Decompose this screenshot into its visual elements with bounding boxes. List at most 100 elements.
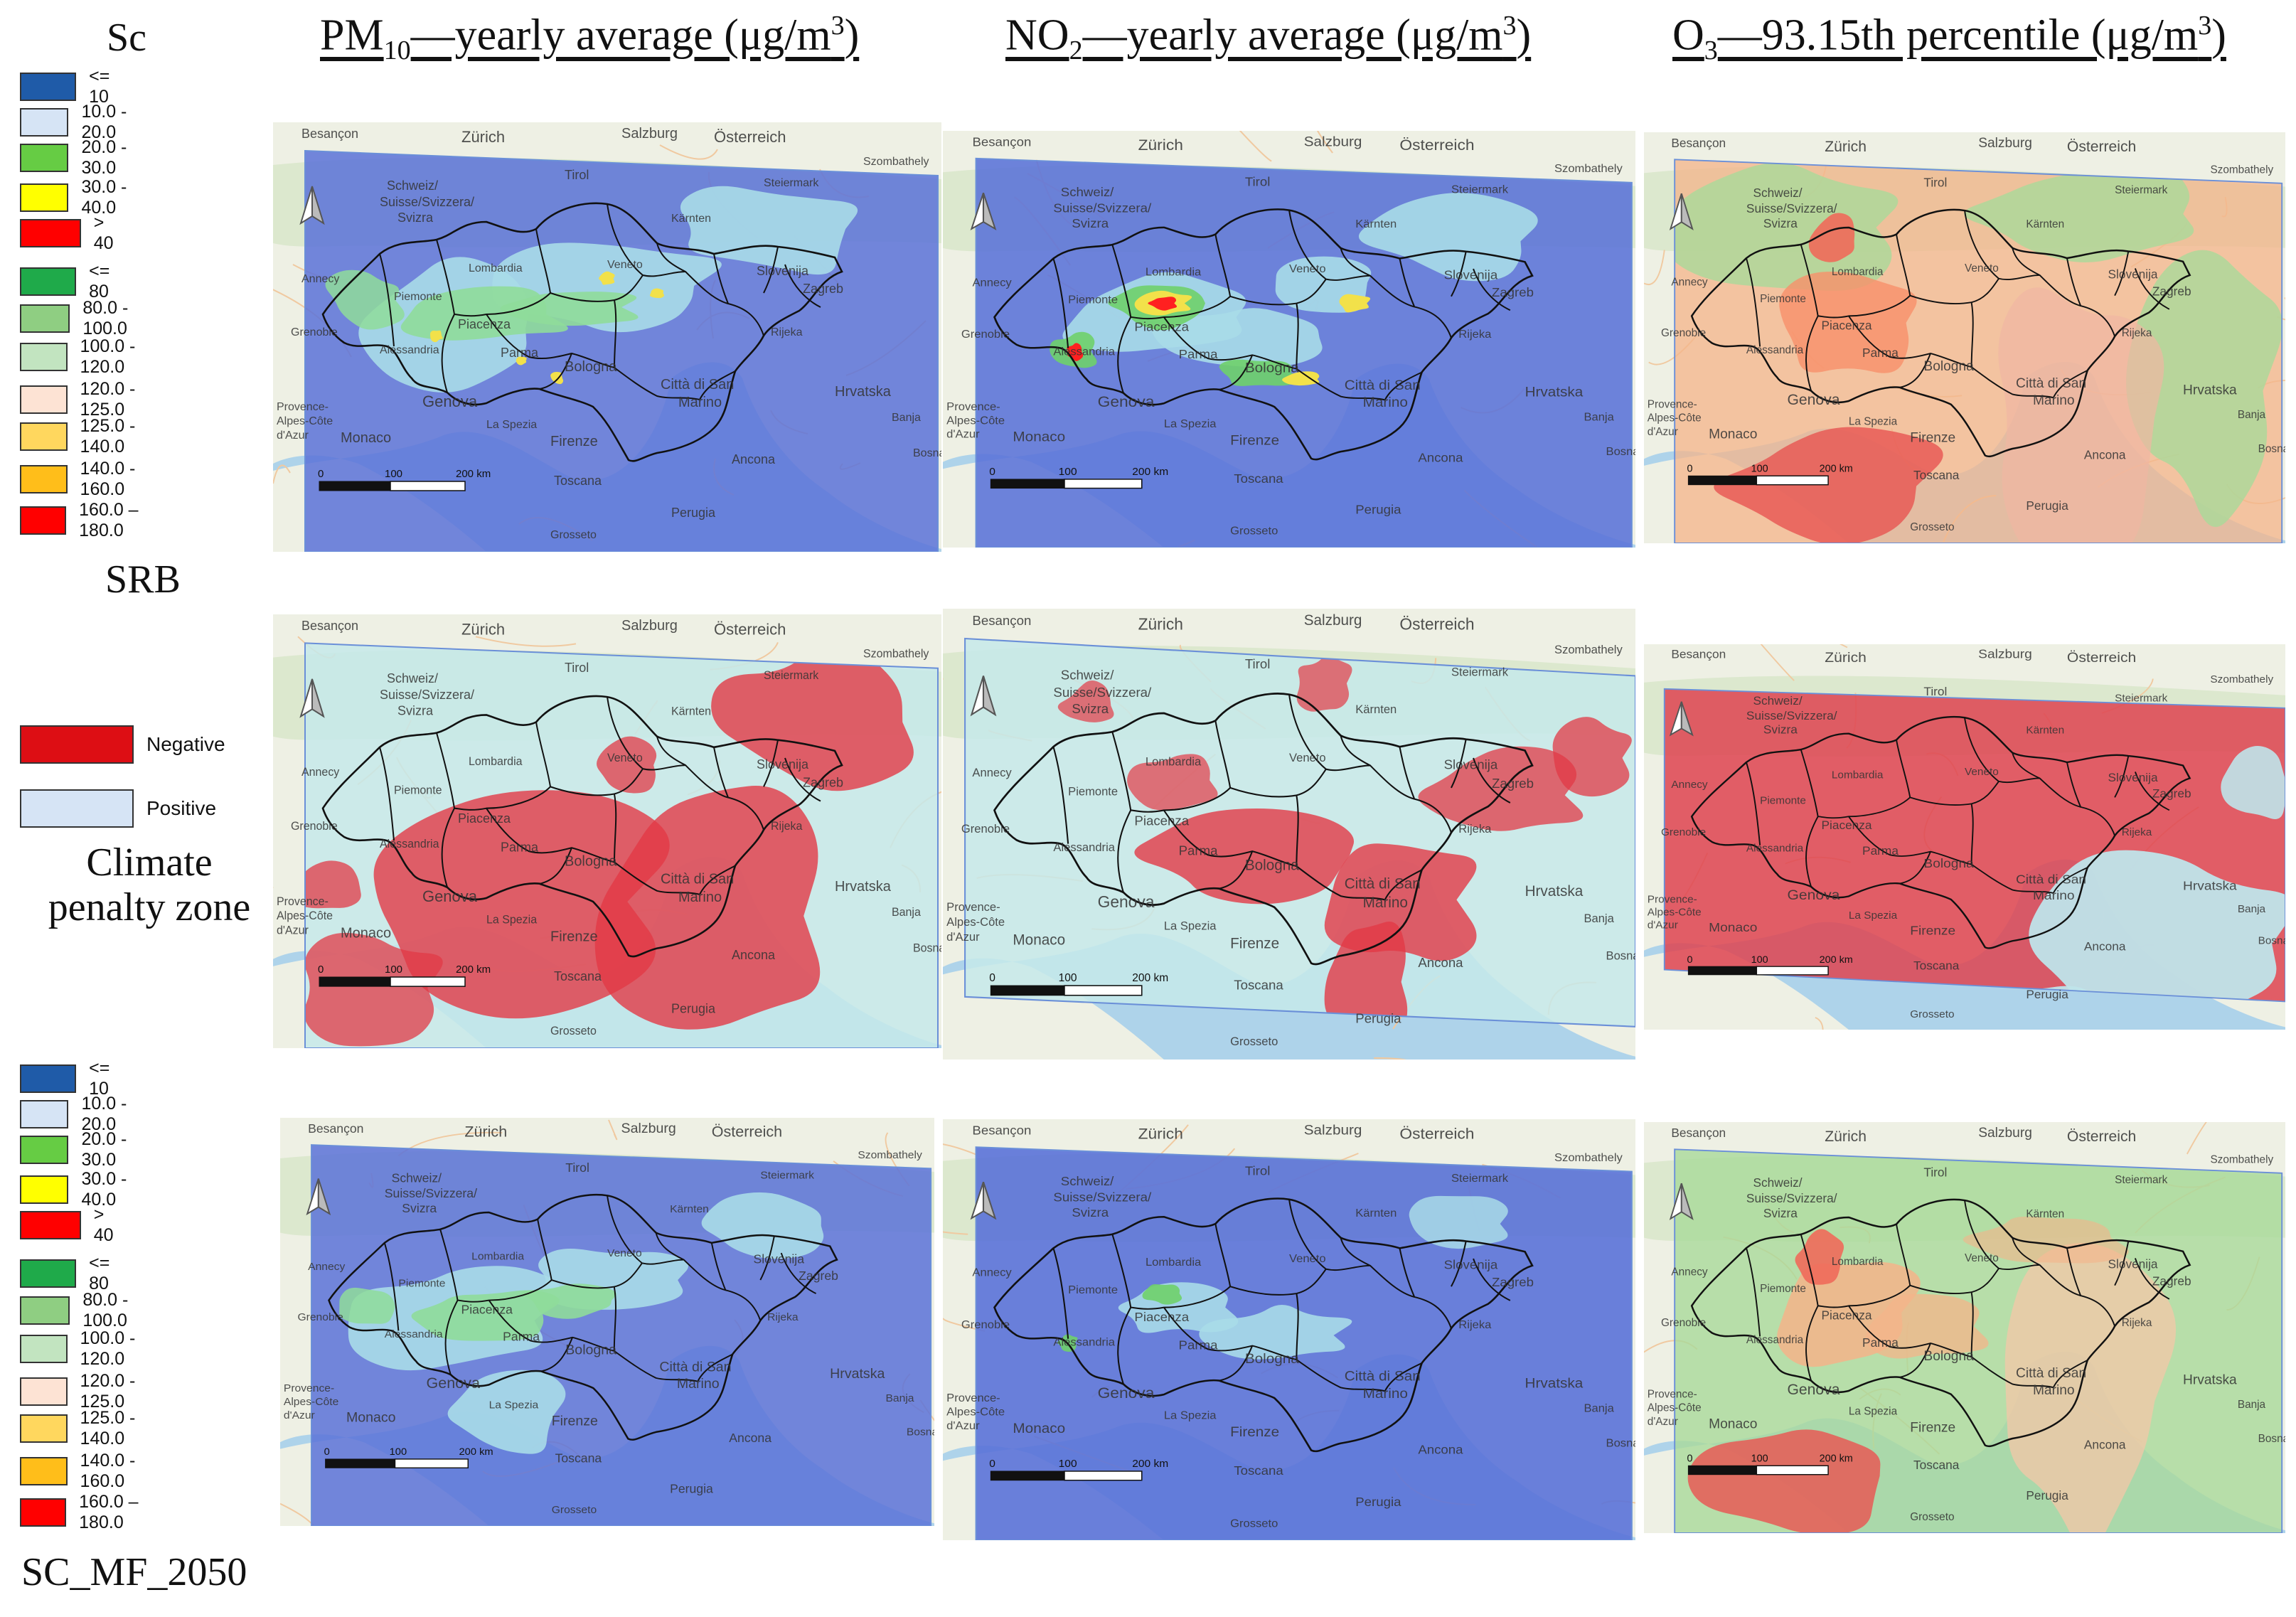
map-label: Ancona xyxy=(2084,447,2126,461)
region-border xyxy=(1746,762,1761,845)
map-label: Bosna xyxy=(2258,936,2285,946)
map-label: Bologna xyxy=(1245,1352,1300,1367)
map-label: Toscana xyxy=(1234,471,1283,485)
map-label: Città di San xyxy=(1345,1369,1421,1384)
map-label: Piacenza xyxy=(1821,1308,1871,1323)
scale-bar: 0 100 200 km xyxy=(989,972,1168,996)
pollutant-subscript: 10 xyxy=(383,36,411,66)
legend-swatch xyxy=(20,1259,77,1288)
map-label: Genova xyxy=(1788,392,1840,408)
title-end: ) xyxy=(2211,11,2226,60)
map-label: Svizra xyxy=(1763,216,1798,230)
map-label: Toscana xyxy=(1234,977,1283,992)
legend-swatch xyxy=(20,1457,68,1485)
column-title-no2: NO2—yearly average (μg/m3) xyxy=(1005,10,1531,66)
region-border xyxy=(1052,1248,1069,1339)
overlay-zone xyxy=(1057,681,1114,722)
map-label: Bologna xyxy=(1923,359,1974,374)
map-label: Salzburg xyxy=(621,126,678,142)
region-border xyxy=(710,1242,762,1321)
region-border xyxy=(2052,867,2088,894)
legend-swatch xyxy=(20,1498,67,1527)
map-label: Alpes-Côte xyxy=(946,1406,1005,1418)
map-svg: Zürich Salzburg Österreich Besançon Schweiz/… xyxy=(1644,1122,2285,1533)
map-label: Salzburg xyxy=(1304,612,1362,629)
row-label-sc-mf-2050: SC_MF_2050 xyxy=(21,1550,247,1594)
legend-item: 140.0 - 160.0 xyxy=(20,459,149,499)
map-label: Perugia xyxy=(670,1482,713,1496)
map-label: Hrvatska xyxy=(1525,1376,1584,1391)
scale-label: 100 xyxy=(1751,954,1768,964)
scale-label: 0 xyxy=(1687,954,1692,964)
region-border xyxy=(699,370,736,400)
overlay-zone xyxy=(1142,1284,1182,1305)
map-label: Zagreb xyxy=(803,282,843,296)
map-srb-o3: Zürich Salzburg Österreich Besançon Schweiz/… xyxy=(1644,644,2285,1030)
map-label: Perugia xyxy=(671,1001,716,1015)
scale-label: 200 km xyxy=(1132,466,1168,478)
region-border xyxy=(1296,795,1385,901)
map-label: La Spezia xyxy=(486,419,537,431)
legend-item: 160.0 – 180.0 xyxy=(20,1492,149,1532)
region-border xyxy=(1163,316,1297,370)
map-label: Alpes-Côte xyxy=(1648,1402,1702,1414)
map-label: Grenoble xyxy=(291,326,338,338)
map-label: Steiermark xyxy=(764,177,819,189)
map-label: Steiermark xyxy=(1451,665,1509,678)
map-label: Zürich xyxy=(1138,137,1183,154)
region-border xyxy=(454,722,552,811)
map-label: d'Azur xyxy=(277,924,309,936)
map-label: Suisse/Svizzera/ xyxy=(380,195,474,209)
legend-item: 100.0 - 120.0 xyxy=(20,1328,149,1369)
overlay-zone xyxy=(1808,213,1855,262)
map-label: Rijeka xyxy=(1458,1318,1491,1330)
map-label: Genova xyxy=(1788,888,1841,903)
map-label: Hrvatska xyxy=(1525,385,1584,400)
map-label: Parma xyxy=(1862,845,1899,858)
map-label: Grenoble xyxy=(1661,327,1706,339)
basemap-road xyxy=(1760,644,1795,681)
region-border xyxy=(1909,278,1999,305)
map-label: Veneto xyxy=(607,1247,642,1259)
map-label: Szombathely xyxy=(1554,643,1623,656)
map-label: Piacenza xyxy=(1821,819,1872,832)
scale-label: 100 xyxy=(1059,466,1077,478)
legend-label: 125.0 - 140.0 xyxy=(80,416,136,457)
map-label: Szombathely xyxy=(863,648,929,661)
map-label: Österreich xyxy=(2067,651,2136,666)
map-label: Parma xyxy=(1862,346,1899,360)
region-border xyxy=(780,1252,817,1294)
region-border xyxy=(655,1232,726,1291)
map-label: La Spezia xyxy=(489,1399,539,1411)
domain-outline xyxy=(304,149,939,552)
map-label: Schweiz/ xyxy=(1061,668,1114,683)
label-line-1: Climate xyxy=(86,840,213,885)
region-border xyxy=(1451,251,1467,297)
region-border xyxy=(1848,315,1972,368)
map-label: Monaco xyxy=(1013,932,1065,948)
map-svg: Zürich Salzburg Österreich Besançon Schweiz/… xyxy=(273,122,941,552)
pollutant-subscript: 2 xyxy=(1069,36,1083,66)
map-label: Zürich xyxy=(461,620,505,638)
region-border xyxy=(1451,1241,1467,1287)
north-arrow-icon xyxy=(1669,193,1694,231)
scale-label: 200 km xyxy=(456,964,491,976)
overlay-zone xyxy=(2126,250,2282,527)
map-label: Piacenza xyxy=(1134,320,1190,333)
map-label: Suisse/Svizzera/ xyxy=(1746,201,1837,215)
map-label: Besançon xyxy=(972,1124,1031,1137)
overlay-zone xyxy=(599,271,615,285)
region-border xyxy=(784,264,821,308)
region-border xyxy=(1296,303,1385,401)
map-label: Hrvatska xyxy=(835,879,892,895)
pollutant-subscript: 3 xyxy=(1704,36,1718,66)
basemap-road xyxy=(273,464,291,484)
region-border xyxy=(1899,353,1931,388)
map-label: Schweiz/ xyxy=(1753,1175,1803,1190)
map-label: Slovenija xyxy=(1444,1258,1499,1271)
overlay-zone xyxy=(711,643,914,791)
map-label: Firenze xyxy=(550,929,598,944)
map-label: Österreich xyxy=(714,620,786,638)
legend-swatch xyxy=(20,267,77,296)
map-label: Bologna xyxy=(1245,857,1299,873)
